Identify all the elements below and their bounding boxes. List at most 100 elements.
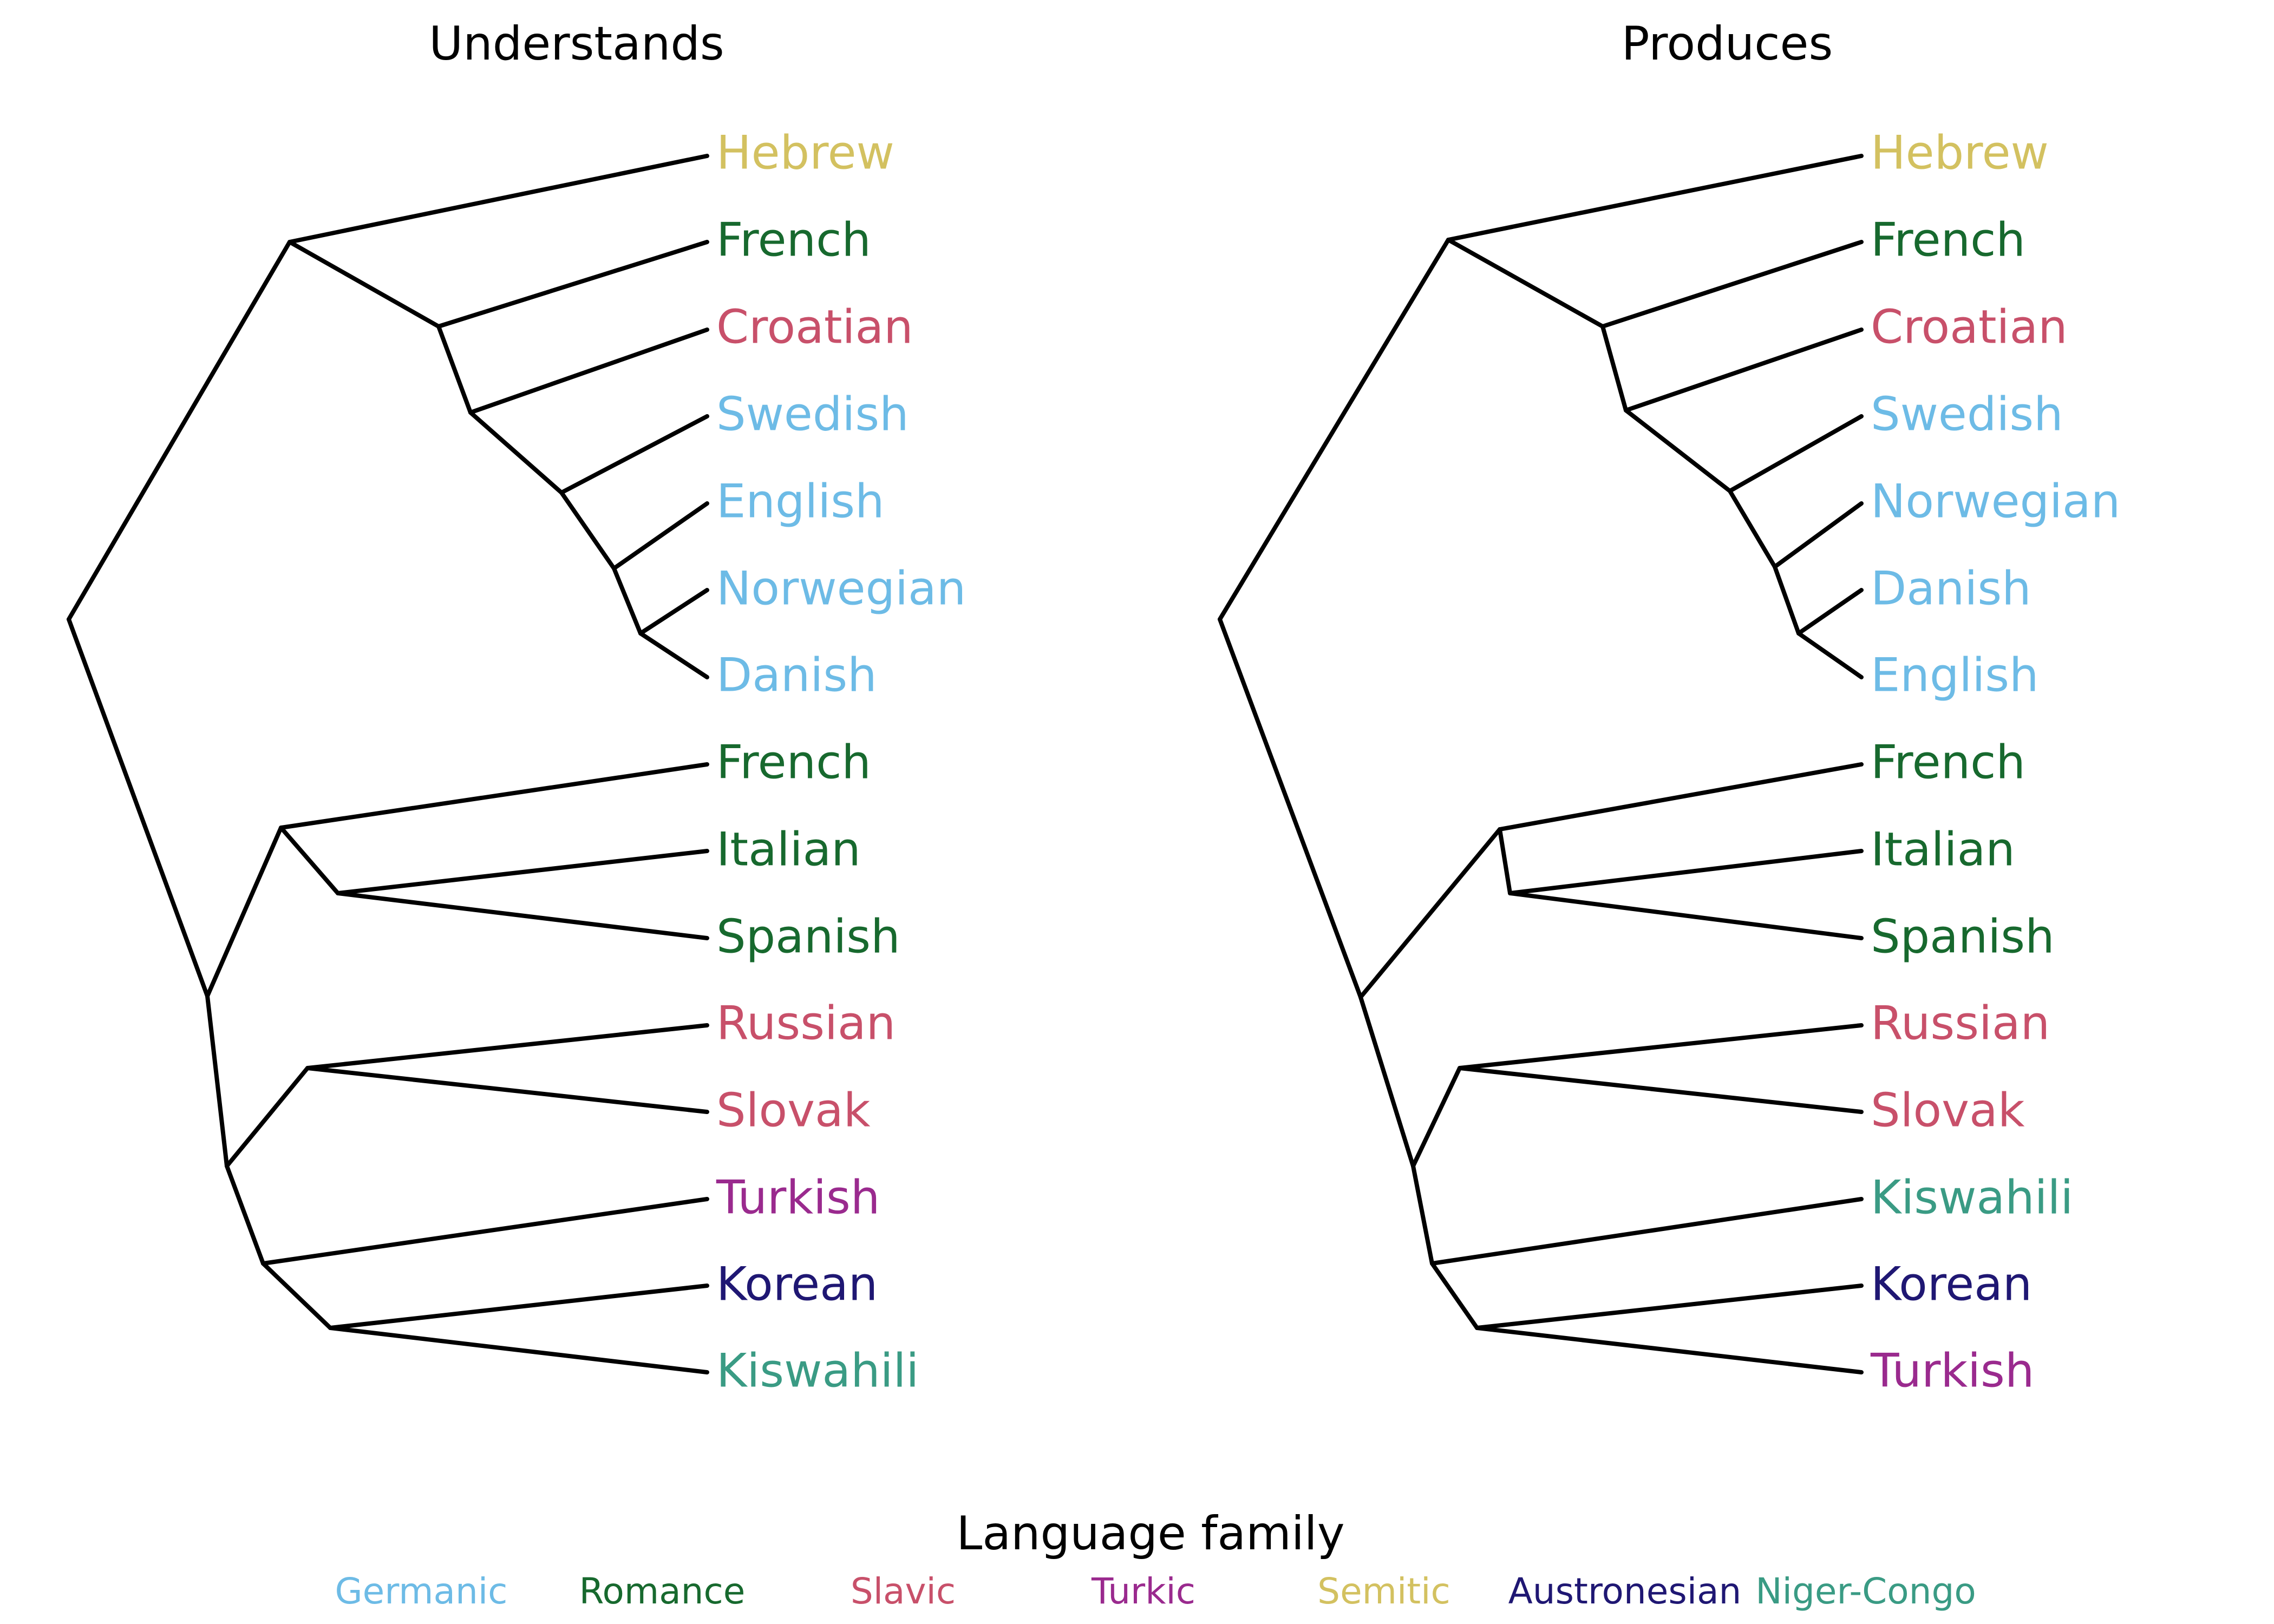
leaf-label: Spanish bbox=[1871, 909, 2055, 964]
branch bbox=[261, 1197, 709, 1266]
branch bbox=[638, 631, 709, 679]
leaf-label: Italian bbox=[1871, 822, 2015, 876]
branch bbox=[1796, 631, 1864, 679]
leaf-label: Croatian bbox=[716, 300, 913, 354]
branch bbox=[1498, 762, 1864, 831]
branch bbox=[1446, 238, 1605, 329]
leaf-label: Russian bbox=[716, 996, 896, 1050]
legend-item-semitic: Semitic bbox=[1317, 1570, 1450, 1612]
leaf-label: Swedish bbox=[1871, 387, 2063, 441]
leaf-label: Korean bbox=[716, 1257, 878, 1311]
leaf-label: Turkish bbox=[1870, 1344, 2034, 1398]
leaf-label: Slovak bbox=[1871, 1083, 2025, 1137]
branch bbox=[436, 324, 473, 415]
branch bbox=[1498, 827, 1512, 895]
leaf-label: Hebrew bbox=[716, 126, 894, 180]
panel-produces: Produces bbox=[1218, 17, 2120, 1398]
legend-title: Language family bbox=[956, 1507, 1344, 1561]
branch bbox=[67, 617, 210, 998]
leaf-label: Swedish bbox=[716, 387, 909, 441]
branch bbox=[1458, 1066, 1864, 1114]
branch bbox=[1475, 1326, 1864, 1374]
leaf-label: Turkish bbox=[716, 1170, 880, 1224]
legend-item-germanic: Germanic bbox=[335, 1570, 508, 1612]
branch bbox=[1624, 328, 1864, 412]
branch bbox=[559, 414, 709, 495]
leaf-label: French bbox=[716, 735, 871, 789]
branch bbox=[205, 826, 283, 998]
legend-item-niger-congo: Niger-Congo bbox=[1755, 1570, 1976, 1612]
branch bbox=[612, 566, 643, 636]
leaf-label: Korean bbox=[1871, 1257, 2032, 1311]
branch bbox=[1600, 240, 1864, 329]
branch bbox=[468, 328, 709, 415]
legend-item-austronesian: Austronesian bbox=[1508, 1570, 1742, 1612]
leaf-label: Hebrew bbox=[1871, 126, 2049, 180]
branch bbox=[1796, 588, 1864, 636]
leaf-labels-produces: Hebrew French Croatian Swedish Norwegian… bbox=[1870, 126, 2120, 1398]
branch bbox=[67, 240, 292, 621]
branch bbox=[1728, 414, 1864, 493]
leaf-label: French bbox=[1871, 735, 2025, 789]
branch bbox=[205, 994, 229, 1168]
branch bbox=[1458, 1023, 1864, 1070]
branch bbox=[468, 410, 564, 495]
branch bbox=[1475, 1284, 1864, 1330]
branch bbox=[1411, 1164, 1434, 1266]
branch bbox=[1411, 1066, 1462, 1168]
branch bbox=[287, 154, 709, 244]
branch bbox=[287, 240, 441, 329]
branch bbox=[1218, 617, 1363, 999]
leaf-label: French bbox=[716, 213, 871, 267]
branch bbox=[336, 849, 709, 895]
panel-understands: Understands bbox=[67, 17, 966, 1398]
branch bbox=[1430, 1261, 1479, 1330]
leaf-label: Kiswahili bbox=[1871, 1170, 2073, 1224]
branch bbox=[305, 1066, 709, 1114]
branch bbox=[1358, 827, 1502, 999]
branch bbox=[1773, 501, 1864, 569]
leaf-label: French bbox=[1871, 213, 2025, 267]
branch bbox=[1773, 565, 1801, 636]
leaf-label: Russian bbox=[1871, 996, 2050, 1050]
branch bbox=[436, 240, 709, 329]
panel-title-understands: Understands bbox=[429, 17, 724, 71]
branch bbox=[638, 588, 709, 636]
branch bbox=[279, 762, 709, 830]
branch bbox=[279, 826, 340, 895]
branch bbox=[328, 1326, 709, 1374]
branch bbox=[225, 1164, 265, 1266]
branch bbox=[261, 1261, 332, 1330]
branch bbox=[1624, 408, 1732, 493]
branch bbox=[1218, 238, 1450, 621]
branch bbox=[612, 501, 709, 571]
branch bbox=[225, 1066, 310, 1168]
branch bbox=[1600, 324, 1628, 412]
leaf-label: Kiswahili bbox=[716, 1344, 919, 1398]
branch bbox=[336, 891, 709, 940]
tree-produces bbox=[1218, 154, 1864, 1374]
leaf-label: Spanish bbox=[716, 909, 900, 964]
leaf-label: Danish bbox=[1871, 561, 2031, 615]
legend-item-romance: Romance bbox=[579, 1570, 746, 1612]
legend-item-slavic: Slavic bbox=[851, 1570, 956, 1612]
legend: Language family Germanic Romance Slavic … bbox=[335, 1507, 1976, 1612]
leaf-label: Norwegian bbox=[1871, 474, 2120, 528]
legend-item-turkic: Turkic bbox=[1091, 1570, 1195, 1612]
leaf-label: Danish bbox=[716, 648, 877, 702]
branch bbox=[559, 490, 616, 571]
leaf-label: Italian bbox=[716, 822, 861, 876]
leaf-label: Slovak bbox=[716, 1083, 871, 1137]
branch bbox=[1358, 995, 1415, 1168]
leaf-label: Croatian bbox=[1871, 300, 2068, 354]
leaf-label: Norwegian bbox=[716, 561, 966, 615]
leaf-label: English bbox=[1871, 648, 2039, 702]
branch bbox=[1728, 489, 1777, 569]
branch bbox=[1446, 154, 1864, 242]
branch bbox=[1508, 849, 1864, 895]
branch bbox=[328, 1284, 709, 1330]
panel-title-produces: Produces bbox=[1622, 17, 1833, 71]
branch bbox=[305, 1023, 709, 1070]
tree-understands bbox=[67, 154, 709, 1374]
